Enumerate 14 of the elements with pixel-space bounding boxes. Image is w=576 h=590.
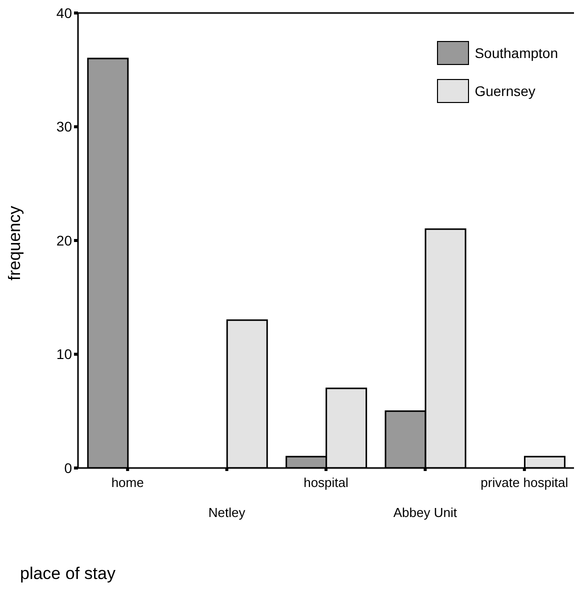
- y-tick-label: 20: [56, 232, 72, 248]
- x-tick-label: home: [111, 475, 144, 490]
- y-axis-title: frequency: [5, 205, 24, 280]
- y-tick-label: 10: [56, 346, 72, 362]
- y-tick-label: 0: [64, 460, 72, 476]
- x-tick-label: Abbey Unit: [393, 505, 458, 520]
- x-tick-label: Netley: [208, 505, 246, 520]
- legend-label: Southampton: [474, 45, 558, 61]
- y-tick-label: 40: [56, 4, 72, 21]
- y-tick-label: 30: [56, 118, 72, 135]
- legend-label: Guernsey: [474, 83, 536, 99]
- x-axis-title: place of stay: [20, 564, 116, 584]
- x-tick-label: hospital: [304, 475, 349, 490]
- x-tick-label: private hospital: [480, 475, 568, 490]
